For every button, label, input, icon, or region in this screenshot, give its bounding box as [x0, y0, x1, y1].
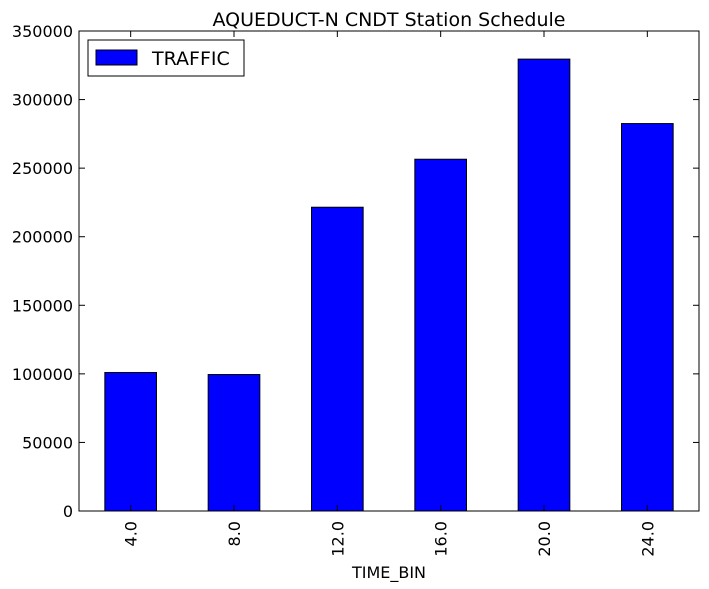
- y-tick-label: 300000: [12, 91, 73, 110]
- x-tick-label: 8.0: [225, 521, 244, 546]
- y-tick-label: 350000: [12, 22, 73, 41]
- chart-title: AQUEDUCT-N CNDT Station Schedule: [213, 9, 566, 31]
- y-tick-label: 100000: [12, 365, 73, 384]
- y-tick-label: 50000: [22, 433, 73, 452]
- x-tick-label: 16.0: [432, 521, 451, 557]
- x-axis-ticks: 4.0 8.0 12.0 16.0 20.0 24.0: [122, 31, 657, 557]
- legend: TRAFFIC: [87, 39, 245, 77]
- bar-12.0: [311, 206, 364, 512]
- y-tick-label: 250000: [12, 159, 73, 178]
- plot-area-frame: [78, 30, 700, 512]
- bar-24.0: [621, 123, 674, 512]
- x-tick-label: 20.0: [535, 521, 554, 557]
- x-tick-label: 12.0: [328, 521, 347, 557]
- bars-group: [104, 58, 674, 512]
- bar-16.0: [414, 158, 468, 512]
- x-tick-label: 24.0: [638, 521, 657, 557]
- legend-swatch: [95, 49, 138, 66]
- y-tick-label: 150000: [12, 296, 73, 315]
- legend-label-traffic: TRAFFIC: [151, 48, 230, 70]
- bar-8.0: [207, 374, 261, 512]
- y-axis-ticks: 0 50000 100000 150000 200000 250000 300000 3500…: [12, 22, 699, 521]
- y-tick-label: 0: [63, 502, 73, 521]
- x-tick-label: 4.0: [122, 521, 141, 546]
- bar-4.0: [104, 371, 158, 512]
- x-axis-label: TIME_BIN: [351, 563, 426, 583]
- bar-20.0: [517, 58, 571, 512]
- y-tick-label: 200000: [12, 228, 73, 247]
